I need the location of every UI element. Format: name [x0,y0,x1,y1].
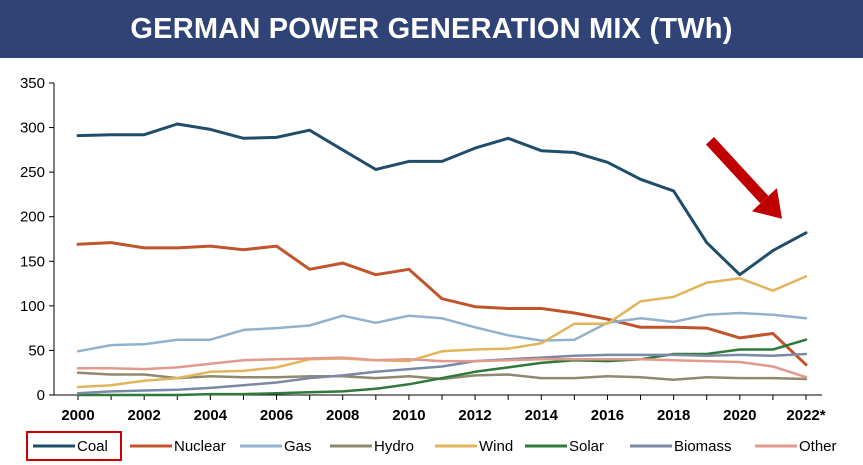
chart-title: GERMAN POWER GENERATION MIX (TWh) [130,12,733,45]
chart-legend: Coal Nuclear Gas Hydro Wind Solar Biomass Other [26,431,837,461]
y-tick-label: 100 [20,298,45,315]
y-tick-label: 0 [37,387,45,404]
legend-label-wind: Wind [479,438,513,455]
legend-label-gas: Gas [284,438,312,455]
y-tick-label: 300 [20,120,45,137]
chart-series [76,122,808,397]
series-line-coal [76,122,808,277]
x-tick-label: 2016 [591,407,624,424]
y-tick-label: 150 [20,253,45,270]
x-tick-label: 2008 [326,407,359,424]
chart-axes: 0 50 100 150 200 250 300 350 2000 2002 2004 2006 200… [20,75,826,424]
legend-label-biomass: Biomass [674,438,732,455]
series-line-biomass [76,352,808,395]
series-line-nuclear [76,241,808,367]
x-tick-label: 2002 [127,407,160,424]
legend-label-coal: Coal [77,438,108,455]
legend-label-other: Other [799,438,837,455]
y-tick-label: 50 [28,342,45,359]
y-tick-label: 350 [20,75,45,92]
x-tick-label: 2000 [61,407,94,424]
series-line-gas [76,311,808,353]
annotation-arrow-head [751,188,782,219]
legend-label-solar: Solar [569,438,604,455]
x-tick-label: 2012 [458,407,491,424]
x-tick-label: 2004 [194,407,228,424]
line-chart: 0 50 100 150 200 250 300 350 2000 2002 2004 2006 200… [20,75,837,461]
y-tick-label: 200 [20,209,45,226]
legend-label-nuclear: Nuclear [174,438,226,455]
chart-annotation [705,137,782,219]
x-tick-label: 2006 [260,407,293,424]
x-tick-label: 2018 [657,407,690,424]
x-tick-label: 2010 [392,407,425,424]
x-tick-label: 2014 [525,407,559,424]
title-bar: GERMAN POWER GENERATION MIX (TWh) [0,0,863,58]
x-tick-label: 2020 [723,407,756,424]
x-tick-label: 2022* [786,407,825,424]
legend-label-hydro: Hydro [374,438,414,455]
y-tick-label: 250 [20,164,45,181]
legend-highlight-box [26,431,122,461]
series-line-other [76,356,808,379]
series-line-wind [76,275,808,389]
annotation-arrow-shaft [705,137,769,204]
